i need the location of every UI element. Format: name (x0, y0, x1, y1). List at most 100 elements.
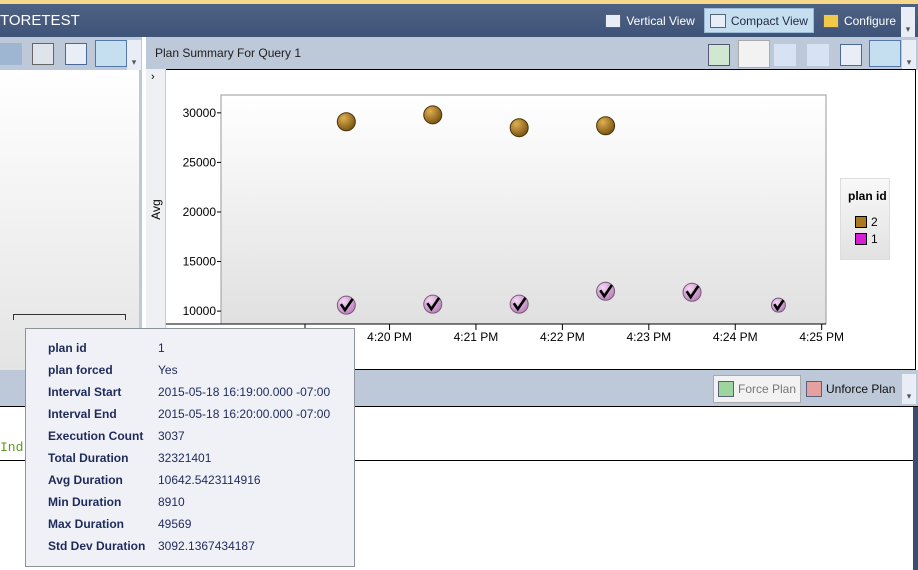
forced-check-icon (339, 298, 354, 313)
view-icon[interactable] (0, 43, 22, 65)
compact-view-button[interactable]: Compact View (703, 8, 814, 33)
forced-check-icon (599, 284, 613, 299)
button-label: Configure (843, 13, 896, 28)
button-label: Force Plan (738, 382, 797, 396)
configure-icon (822, 13, 839, 28)
tooltip-row: plan forced Yes (48, 363, 178, 377)
grid-icon[interactable] (32, 43, 54, 65)
vertical-view-button[interactable]: Vertical View (600, 8, 699, 33)
y-tick-label: 20000 (183, 205, 217, 219)
tooltip-key: Execution Count (48, 429, 144, 443)
data-point-plan-2 (423, 105, 443, 125)
configure-button[interactable]: Configure (818, 8, 901, 33)
x-tick-label: 4:21 PM (454, 330, 499, 344)
tooltip-row: plan id 1 (48, 341, 165, 355)
button-label: Compact View (730, 13, 808, 28)
query-text[interactable]: Ind (0, 440, 24, 455)
x-tick-label: 4:24 PM (713, 330, 758, 344)
button-label: Unforce Plan (826, 382, 896, 396)
legend-swatch (855, 233, 867, 245)
button-label: Vertical View (626, 13, 695, 28)
data-point-plan-2 (336, 112, 356, 132)
toolbar-overflow[interactable]: ▾ (127, 40, 141, 70)
unforce-plan-icon (806, 381, 822, 397)
x-tick-label: 4:23 PM (626, 330, 671, 344)
toolbar-overflow[interactable]: ▾ (901, 7, 915, 37)
tooltip-value: 32321401 (158, 451, 212, 465)
tooltip-row: Std Dev Duration 3092.1367434187 (48, 539, 255, 553)
tooltip-value: 3037 (158, 429, 185, 443)
window-edge (913, 407, 918, 570)
y-tick-label: 30000 (183, 106, 217, 120)
data-point-plan-2 (596, 116, 616, 136)
tooltip-value: 3092.1367434187 (158, 539, 255, 553)
tooltip-key: Interval Start (48, 385, 122, 399)
tooltip-value: 8910 (158, 495, 185, 509)
window-title: TORETEST (0, 12, 80, 29)
tooltip-value: 1 (158, 341, 165, 355)
left-chart-scrollbar[interactable] (13, 314, 126, 320)
grid-view-icon[interactable] (840, 44, 862, 66)
tooltip-row: Interval End 2015-05-18 16:20:00.000 -07:… (48, 407, 330, 421)
y-tick-label: 10000 (183, 304, 217, 318)
tooltip-row: Min Duration 8910 (48, 495, 185, 509)
forced-check-icon (773, 299, 785, 312)
left-toolbar: ▾ (0, 37, 142, 70)
collapse-gutter[interactable]: › (146, 69, 166, 370)
compare-plans-icon[interactable] (807, 44, 829, 66)
tooltip-row: Execution Count 3037 (48, 429, 185, 443)
legend-title: plan id (848, 189, 887, 203)
force-plan-button[interactable]: Force Plan (713, 375, 801, 403)
legend-label: 1 (871, 232, 878, 246)
plan-tooltip: plan id 1 plan forced Yes Interval Start 2015… (25, 328, 355, 567)
panel-title: Plan Summary For Query 1 (155, 46, 302, 60)
tooltip-key: Avg Duration (48, 473, 123, 487)
unforce-plan-icon[interactable] (774, 44, 796, 66)
table-icon[interactable] (65, 43, 87, 65)
chart-icon[interactable] (95, 40, 127, 67)
title-bar: TORETEST Vertical View Compact View Conf… (0, 4, 918, 37)
tooltip-value: 10642.5423114916 (158, 473, 261, 487)
y-tick-label: 15000 (183, 255, 217, 269)
forced-check-icon (426, 297, 441, 312)
tooltip-value: 2015-05-18 16:20:00.000 -07:00 (158, 407, 331, 421)
tooltip-row: Interval Start 2015-05-18 16:19:00.000 -0… (48, 385, 330, 399)
legend-swatch (855, 216, 867, 228)
divider (0, 460, 918, 461)
data-point-plan-2 (509, 118, 529, 138)
toolbar-overflow[interactable]: ▾ (902, 40, 916, 70)
expand-icon[interactable]: › (151, 71, 155, 83)
tooltip-key: Std Dev Duration (48, 539, 146, 553)
legend-item: 1 (855, 232, 878, 246)
tooltip-value: 49569 (158, 517, 192, 531)
view-buttons: Vertical View Compact View Configure (600, 8, 901, 33)
y-axis-label: Avg (149, 199, 163, 219)
tooltip-row: Total Duration 32321401 (48, 451, 211, 465)
tooltip-key: Interval End (48, 407, 117, 421)
window-top-border (0, 0, 918, 4)
tooltip-key: plan id (48, 341, 87, 355)
legend-label: 2 (871, 215, 878, 229)
tooltip-key: Max Duration (48, 517, 125, 531)
unforce-plan-button[interactable]: Unforce Plan (806, 375, 901, 403)
chart-view-icon[interactable] (869, 40, 901, 67)
force-plan-icon[interactable] (738, 40, 770, 68)
tooltip-value: 2015-05-18 16:19:00.000 -07:00 (158, 385, 331, 399)
tooltip-row: Avg Duration 10642.5423114916 (48, 473, 261, 487)
x-tick-label: 4:22 PM (540, 330, 585, 344)
tooltip-key: Total Duration (48, 451, 129, 465)
tooltip-value: Yes (158, 363, 178, 377)
tooltip-key: Min Duration (48, 495, 122, 509)
y-tick-label: 25000 (183, 155, 217, 169)
tooltip-row: Max Duration 49569 (48, 517, 191, 531)
left-chart-area (0, 70, 142, 370)
compact-view-icon (709, 13, 726, 28)
toolbar-overflow[interactable]: ▾ (902, 374, 916, 404)
x-tick-label: 4:25 PM (799, 330, 844, 344)
forced-check-icon (512, 297, 527, 312)
force-plan-icon (718, 381, 734, 397)
chart-legend: plan id 2 1 (840, 178, 890, 260)
forced-check-icon (685, 285, 700, 300)
refresh-icon[interactable] (708, 44, 730, 66)
